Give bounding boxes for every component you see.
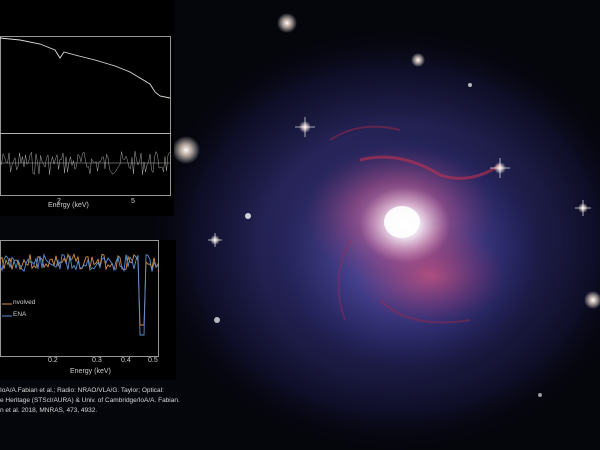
spectrum-plot-top — [0, 36, 171, 196]
tick-label: 5 — [131, 198, 135, 205]
legend-entry-convolved: nvolved — [13, 299, 36, 306]
tick-label: 0.5 — [148, 357, 158, 364]
spectrum-panel-bottom: nvolved ENA 0.2 0.3 0.4 0.5 Energy (keV) — [0, 240, 176, 380]
spectrum-model-line — [0, 37, 171, 99]
tick-label: 0.3 — [92, 357, 102, 364]
model-series-line — [0, 252, 159, 336]
tick-label: 2 — [57, 198, 61, 205]
tick-label: 0.4 — [121, 357, 131, 364]
spectrum-plot-bottom — [0, 240, 159, 357]
legend-entry-model: ENA — [13, 311, 27, 318]
image-credit: IoA/A.Fabian et al.; Radio: NRAO/VLA/G. … — [0, 386, 190, 416]
spectrum-panel-top: 2 5 Energy (keV) — [0, 0, 174, 216]
tick-label: 0.2 — [48, 357, 58, 364]
credit-line: e Heritage (STScI/AURA) & Univ. of Cambr… — [0, 397, 180, 404]
residuals-line — [0, 150, 170, 175]
x-axis-label: Energy (keV) — [48, 202, 89, 209]
x-axis-label: Energy (keV) — [70, 368, 111, 375]
credit-line: IoA/A.Fabian et al.; Radio: NRAO/VLA/G. … — [0, 387, 164, 394]
credit-line: n et al. 2018, MNRAS, 473, 4932. — [0, 407, 98, 414]
